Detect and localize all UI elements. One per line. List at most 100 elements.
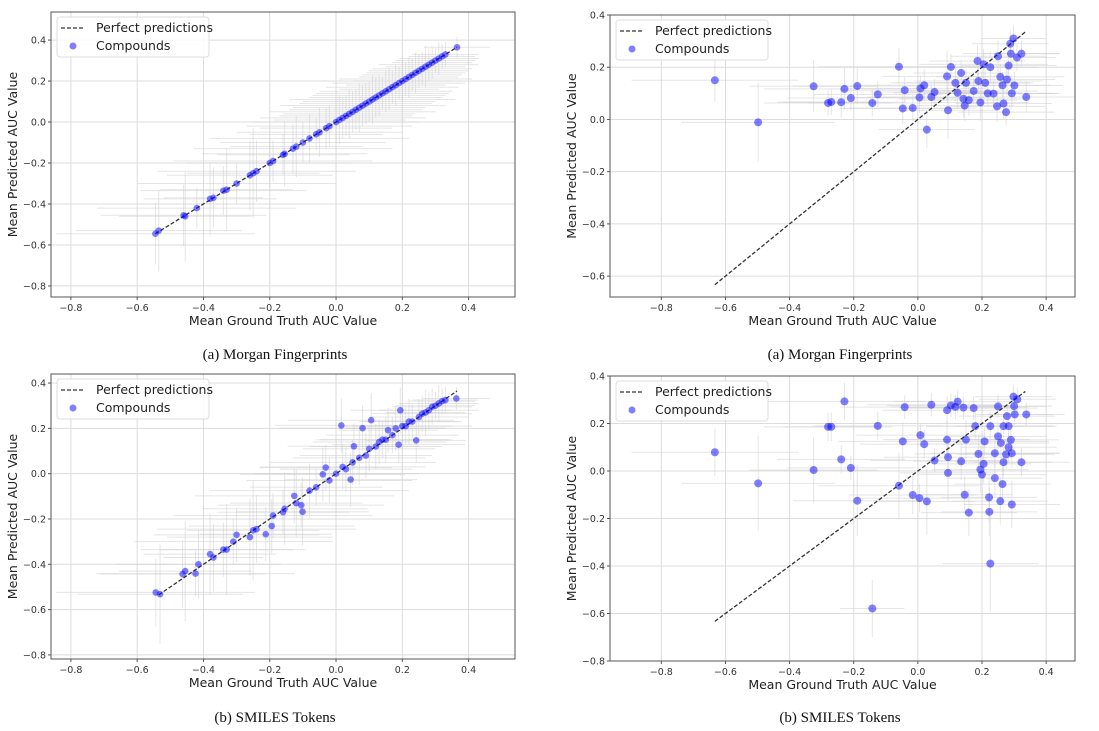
compound-point (908, 103, 917, 112)
compound-point (840, 84, 849, 93)
compound-point (192, 570, 199, 577)
compound-point (900, 86, 909, 95)
x-tick-label: 0.2 (974, 303, 989, 314)
compound-point (246, 533, 254, 541)
compound-point (292, 499, 300, 507)
x-tick-label: −0.2 (258, 303, 281, 314)
compound-point (994, 402, 1003, 411)
x-tick-label: −0.6 (714, 303, 737, 314)
compound-point (1017, 458, 1026, 467)
compound-point (986, 559, 995, 568)
x-tick-label: 0.2 (974, 667, 989, 678)
legend-box (56, 378, 210, 420)
compound-point (193, 204, 201, 212)
compound-point (347, 476, 354, 483)
x-tick-label: 0.2 (395, 665, 410, 676)
compound-point (944, 106, 953, 115)
compound-point (943, 72, 952, 81)
axes-frame (609, 375, 1076, 662)
x-axis-label: Mean Ground Truth AUC Value (189, 675, 378, 690)
y-tick-label: 0.4 (31, 379, 46, 390)
compound-point (996, 438, 1005, 447)
compound-point (873, 90, 882, 99)
compound-point (920, 440, 929, 449)
y-axis-label: Mean Predicted AUC Value (564, 73, 579, 239)
compound-point (989, 89, 998, 98)
compound-point (915, 494, 924, 503)
x-tick-label: 0.4 (1039, 667, 1054, 678)
y-axis-label: Mean Predicted AUC Value (564, 435, 579, 601)
compound-point (156, 590, 164, 598)
x-tick-label: −0.6 (714, 667, 737, 678)
legend-label-perfect-predictions: Perfect predictions (655, 23, 772, 38)
subfigure-caption: (b) SMILES Tokens (779, 710, 900, 726)
compound-point (930, 456, 939, 465)
compound-point (853, 82, 862, 91)
y-tick-label: −0.4 (582, 562, 605, 573)
legend: Perfect predictions Compounds (56, 378, 213, 420)
compound-point (953, 88, 962, 97)
legend: Perfect predictions Compounds (615, 380, 772, 422)
compound-point (297, 501, 305, 509)
compound-point (979, 60, 988, 69)
compound-point (453, 395, 460, 402)
compound-point (846, 94, 855, 103)
axes-frame (50, 373, 516, 660)
compound-point (915, 93, 924, 102)
compound-point (210, 194, 217, 202)
compound-point (946, 62, 955, 71)
compound-point (1007, 449, 1016, 458)
y-tick-label: −0.2 (582, 167, 605, 178)
y-tick-label: 0.2 (31, 77, 46, 88)
legend-dot-icon (628, 45, 636, 53)
compound-point (1010, 81, 1019, 90)
legend-label-compounds: Compounds (655, 402, 729, 417)
compound-point (853, 496, 862, 505)
compound-point (951, 78, 960, 87)
scatter-plot-smiles-test-a: −0.8 −0.6 −0.4 −0.2 0.0 0.2 0.4 −0.8 −0.6 −0.4 −0.… (5, 373, 516, 726)
compound-point (971, 422, 980, 431)
compound-point (981, 78, 990, 87)
compound-point (392, 425, 399, 432)
compound-point (994, 432, 1003, 441)
compound-point (229, 538, 237, 545)
compound-point (332, 470, 340, 477)
x-tick-label: 0.0 (910, 667, 925, 678)
compound-point (957, 457, 966, 466)
compound-point (916, 431, 925, 440)
compound-point (181, 212, 189, 220)
compound-point (957, 68, 966, 77)
compound-point (281, 150, 288, 158)
compound-point (960, 101, 969, 110)
compound-point (442, 51, 449, 58)
compound-point (402, 422, 409, 430)
perfect-prediction-line (714, 31, 1026, 286)
compound-point (846, 463, 855, 472)
compound-point (1006, 435, 1015, 444)
x-tick-label: 0.4 (461, 665, 476, 676)
compound-point (953, 397, 962, 406)
y-tick-label: −0.2 (23, 159, 46, 170)
compound-point (986, 63, 995, 72)
compound-point (253, 167, 260, 175)
compound-point (873, 421, 882, 430)
x-tick-label: 0.4 (1039, 303, 1054, 314)
compound-point (306, 135, 313, 142)
compound-point (827, 97, 836, 106)
y-tick-label: −0.6 (23, 605, 46, 616)
compound-point (961, 78, 970, 87)
compound-point (1022, 92, 1031, 101)
compound-point (894, 481, 903, 490)
compound-point (299, 508, 306, 516)
x-tick-label: −0.6 (126, 303, 149, 314)
y-tick-label: −0.6 (23, 240, 46, 251)
axes-frame (50, 11, 516, 298)
compound-point (1004, 443, 1013, 452)
axes-frame (609, 14, 1076, 298)
compound-point (1003, 75, 1012, 84)
compound-point (974, 449, 983, 458)
compound-point (999, 458, 1008, 467)
scatter-plot-morgan-test-b: −0.8 −0.6 −0.4 −0.2 0.0 0.2 0.4 −0.6 −0.4 −0.2 0.0… (564, 11, 1076, 363)
compound-point (993, 102, 1002, 111)
compound-point (262, 530, 270, 538)
